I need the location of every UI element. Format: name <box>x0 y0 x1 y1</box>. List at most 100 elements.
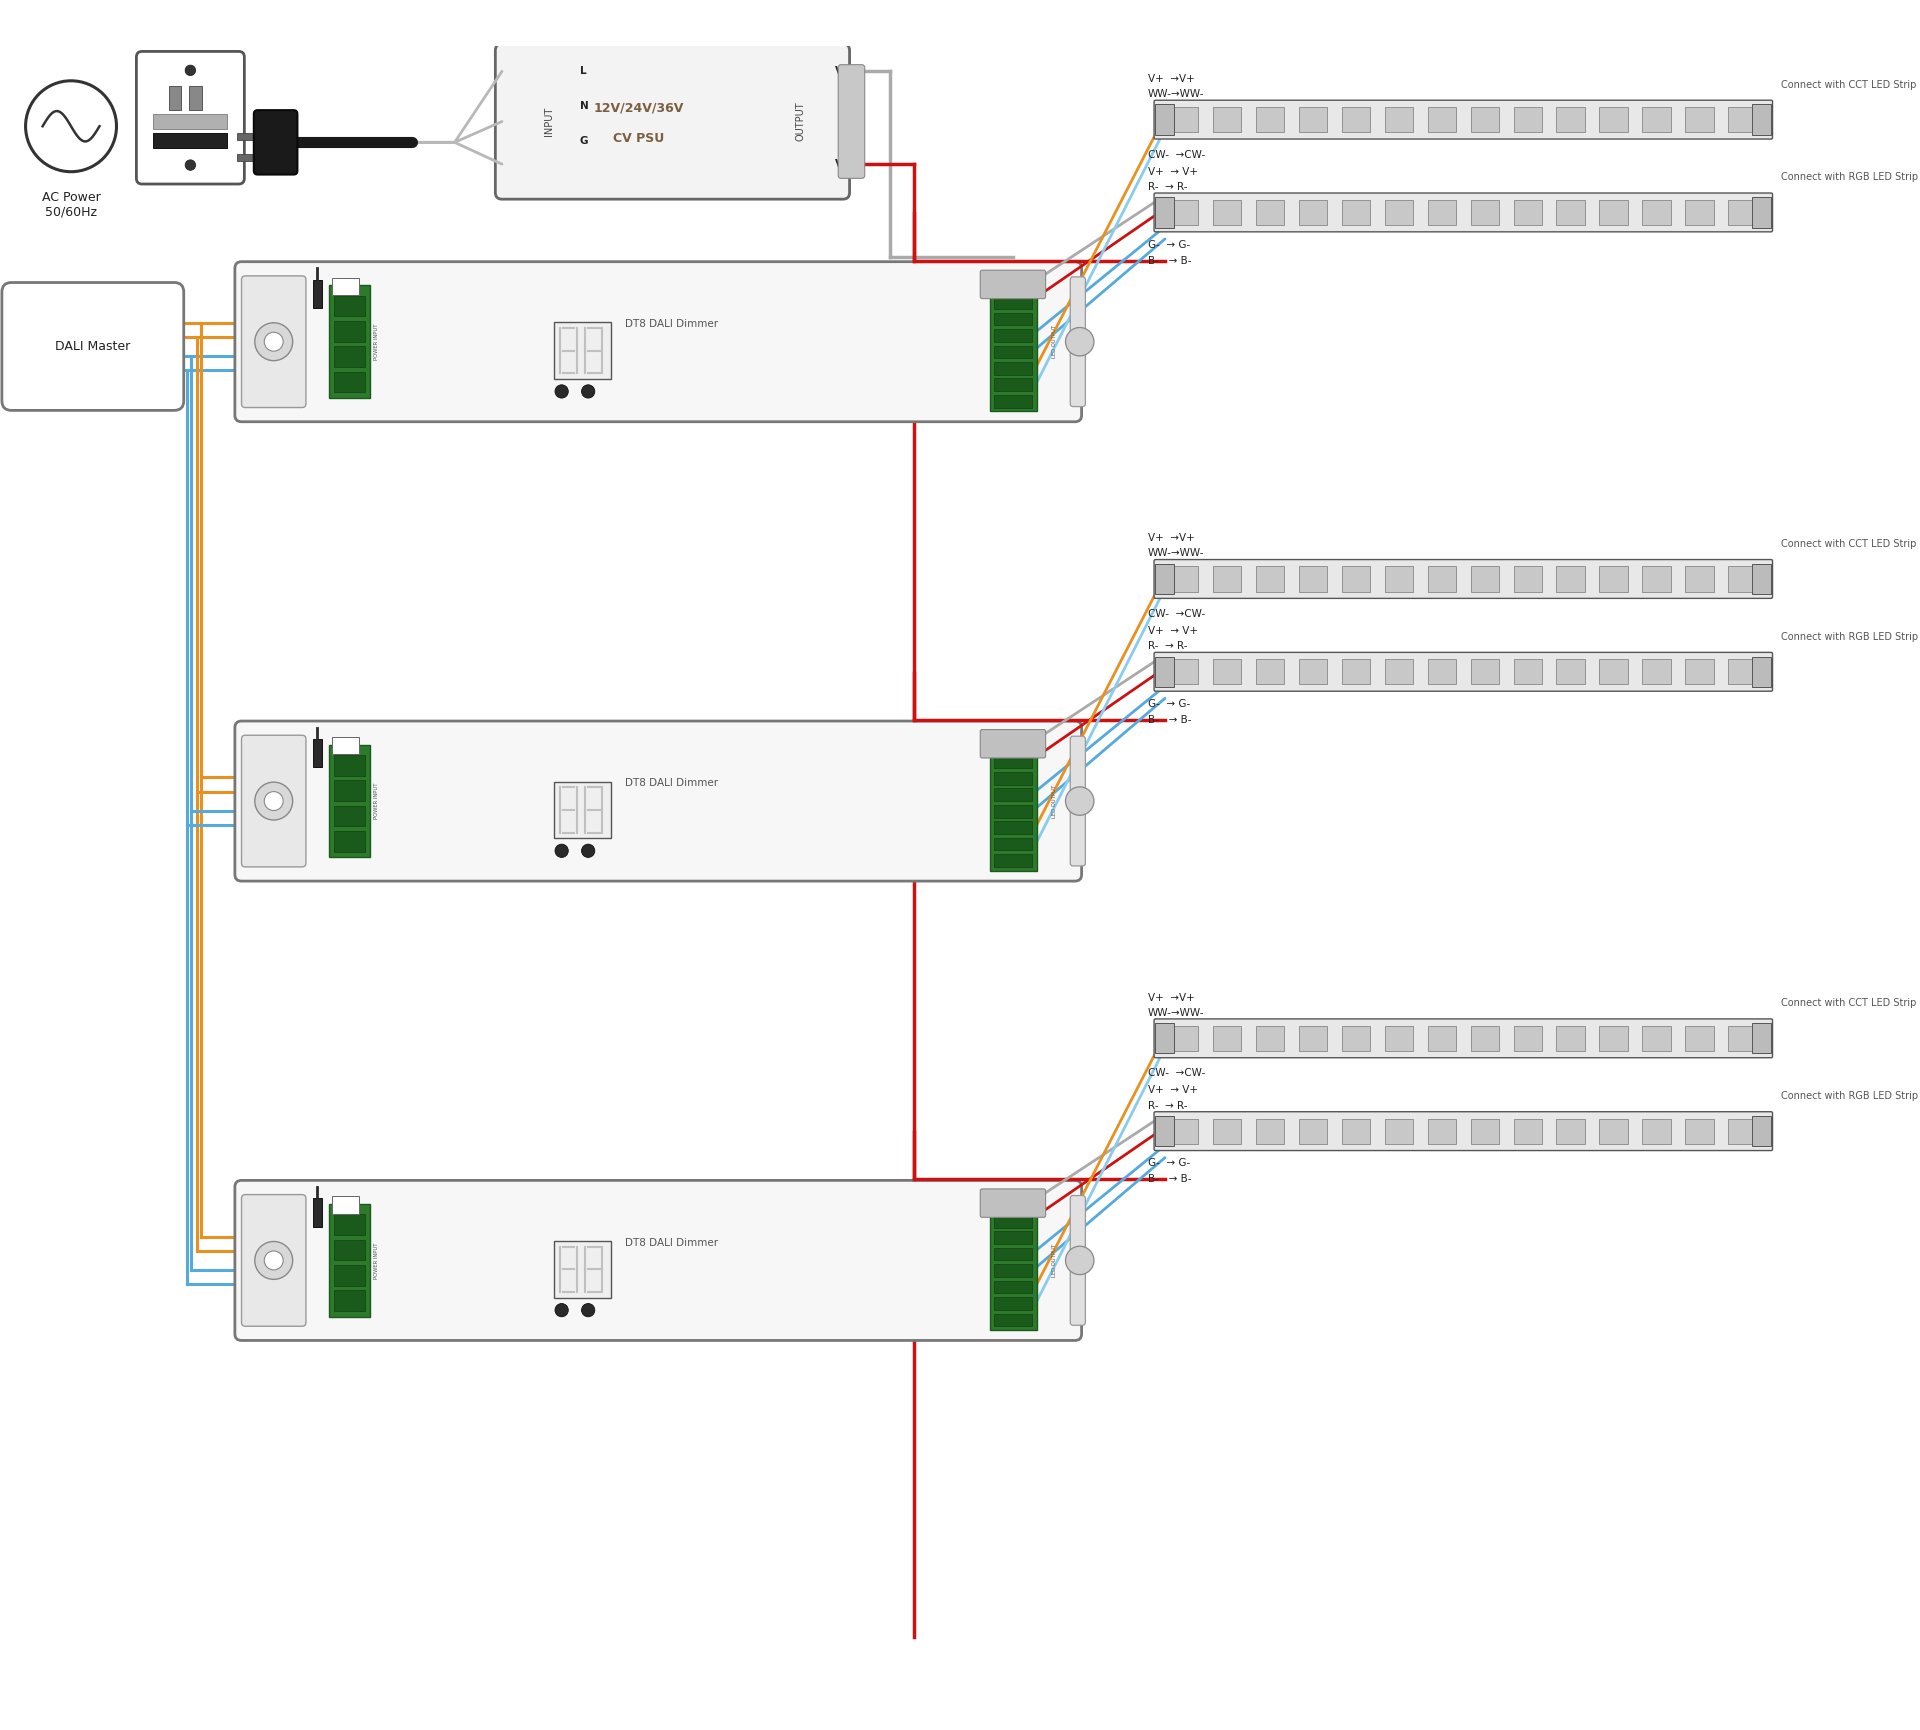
Bar <box>995 837 1033 851</box>
Circle shape <box>255 782 292 820</box>
Bar <box>332 1197 359 1213</box>
Bar <box>332 737 359 754</box>
Text: POWER INPUT: POWER INPUT <box>374 782 380 820</box>
Circle shape <box>255 1242 292 1280</box>
Bar <box>1753 1022 1770 1054</box>
Bar <box>995 1265 1033 1277</box>
FancyBboxPatch shape <box>242 275 305 408</box>
Bar <box>328 744 371 858</box>
Circle shape <box>25 81 117 171</box>
FancyBboxPatch shape <box>253 111 298 175</box>
Text: R-  → R-: R- → R- <box>1148 642 1187 650</box>
FancyBboxPatch shape <box>981 270 1046 299</box>
FancyBboxPatch shape <box>1069 737 1085 867</box>
Circle shape <box>255 324 292 360</box>
Bar <box>1384 201 1413 225</box>
Text: V+  → V+: V+ → V+ <box>1148 166 1198 176</box>
Bar <box>1686 1026 1715 1050</box>
FancyBboxPatch shape <box>1154 652 1772 692</box>
Bar <box>1213 1026 1242 1050</box>
Bar <box>1156 104 1175 135</box>
FancyBboxPatch shape <box>242 735 305 867</box>
Text: V+  →V+: V+ →V+ <box>1148 74 1194 83</box>
Bar <box>1298 659 1327 685</box>
Bar <box>1256 566 1284 592</box>
Bar <box>995 329 1033 343</box>
Bar <box>555 322 611 379</box>
Bar <box>1169 201 1198 225</box>
Bar <box>995 1199 1033 1211</box>
Bar <box>1642 566 1670 592</box>
Bar <box>1557 1119 1584 1144</box>
Bar <box>989 272 1037 412</box>
Bar <box>1169 107 1198 131</box>
Bar <box>1156 1022 1175 1054</box>
Bar <box>1686 1119 1715 1144</box>
Bar <box>1557 1026 1584 1050</box>
Bar <box>154 133 227 149</box>
Circle shape <box>582 1303 595 1317</box>
Text: N: N <box>580 102 588 111</box>
FancyBboxPatch shape <box>981 1189 1046 1218</box>
Circle shape <box>555 844 568 858</box>
Bar <box>995 772 1033 785</box>
Text: LED OUTPUT: LED OUTPUT <box>1052 784 1056 818</box>
Bar <box>313 739 323 768</box>
FancyBboxPatch shape <box>1154 194 1772 232</box>
Bar <box>1213 201 1242 225</box>
Bar <box>1342 566 1371 592</box>
FancyBboxPatch shape <box>234 721 1081 881</box>
Bar <box>995 789 1033 801</box>
FancyBboxPatch shape <box>1069 277 1085 407</box>
Bar <box>1169 659 1198 685</box>
Bar <box>1471 659 1500 685</box>
Bar <box>1342 1026 1371 1050</box>
FancyBboxPatch shape <box>242 1195 305 1327</box>
Text: R-  → R-: R- → R- <box>1148 1100 1187 1111</box>
Text: DT8 DALI Dimmer: DT8 DALI Dimmer <box>626 318 718 329</box>
FancyBboxPatch shape <box>1154 559 1772 599</box>
Text: CV PSU: CV PSU <box>612 131 664 145</box>
FancyBboxPatch shape <box>234 261 1081 422</box>
Bar <box>1557 659 1584 685</box>
Bar <box>995 1280 1033 1294</box>
Bar <box>1686 659 1715 685</box>
Text: OUTPUT: OUTPUT <box>795 102 804 142</box>
Bar <box>1298 1119 1327 1144</box>
Bar <box>1642 1026 1670 1050</box>
Bar <box>236 154 257 161</box>
Circle shape <box>582 844 595 858</box>
Text: DALI Master: DALI Master <box>56 341 131 353</box>
Bar <box>1213 566 1242 592</box>
Bar <box>1753 657 1770 687</box>
Bar <box>995 313 1033 325</box>
Text: V+: V+ <box>835 159 852 170</box>
Bar <box>334 1214 365 1235</box>
Bar <box>190 85 202 111</box>
Bar <box>1599 107 1628 131</box>
Bar <box>995 756 1033 768</box>
Bar <box>334 806 365 827</box>
Text: DT8 DALI Dimmer: DT8 DALI Dimmer <box>626 1237 718 1247</box>
Text: B-   → B-: B- → B- <box>1148 1175 1192 1185</box>
Bar <box>1513 566 1542 592</box>
Bar <box>1753 104 1770 135</box>
Circle shape <box>184 159 196 170</box>
Bar <box>995 1298 1033 1310</box>
Bar <box>1728 201 1757 225</box>
Bar <box>1384 1119 1413 1144</box>
Circle shape <box>265 792 282 811</box>
Bar <box>332 279 359 294</box>
Bar <box>1256 1119 1284 1144</box>
Bar <box>1256 659 1284 685</box>
Bar <box>1513 201 1542 225</box>
Text: AC Power
50/60Hz: AC Power 50/60Hz <box>42 190 100 218</box>
Text: CW-  →CW-: CW- →CW- <box>1148 151 1206 159</box>
Bar <box>313 280 323 308</box>
Bar <box>555 1240 611 1298</box>
Bar <box>1728 107 1757 131</box>
Text: G-  → G-: G- → G- <box>1148 1159 1190 1168</box>
Bar <box>334 296 365 317</box>
Bar <box>236 133 257 140</box>
Bar <box>1557 107 1584 131</box>
